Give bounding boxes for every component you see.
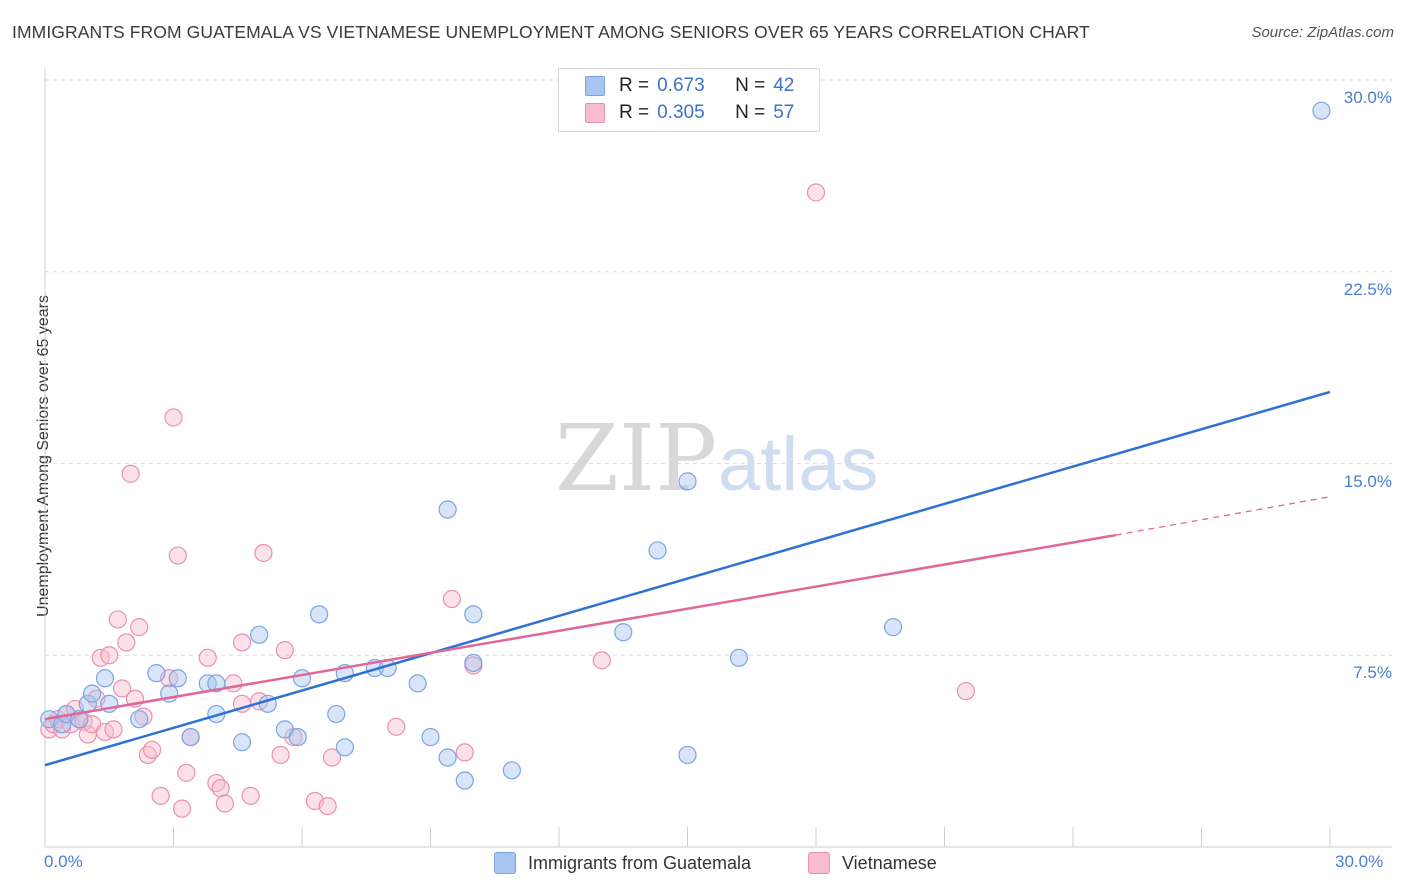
legend-swatch-blue — [494, 852, 516, 874]
trend-line-pink-extension — [1115, 496, 1331, 536]
legend-label-guatemala: Immigrants from Guatemala — [528, 852, 752, 873]
trend-lines — [44, 390, 1331, 767]
blue-points — [40, 101, 1331, 790]
watermark-atlas: atlas — [718, 422, 879, 507]
scatter-point — [421, 727, 440, 747]
scatter-point — [322, 748, 342, 767]
scatter-point — [168, 546, 187, 565]
legend-r-label: R = — [619, 102, 650, 123]
scatter-point — [254, 543, 273, 563]
scatter-point — [956, 681, 976, 701]
scatter-point — [729, 648, 749, 667]
scatter-point — [224, 674, 243, 693]
scatter-point — [168, 669, 187, 688]
scatter-point — [241, 786, 260, 805]
legend-n-label: N = — [735, 102, 766, 123]
scatter-point — [271, 745, 290, 765]
scatter-point — [130, 710, 149, 729]
series-legend: Immigrants from Guatemala Vietnamese — [0, 850, 1406, 880]
scatter-point — [181, 727, 200, 747]
legend-row-blue: R = 0.673 N = 42 — [585, 73, 794, 99]
legend-swatch-pink — [808, 852, 830, 874]
scatter-point — [164, 408, 183, 427]
scatter-point — [327, 704, 346, 724]
trend-line-blue — [44, 390, 1331, 767]
scatter-point — [806, 183, 826, 202]
scatter-point — [147, 664, 166, 683]
legend-row-pink: R = 0.305 N = 57 — [585, 100, 794, 126]
scatter-point — [438, 500, 457, 519]
legend-r-value: 0.305 — [657, 102, 705, 123]
scatter-point — [211, 779, 230, 798]
x-tick-label-max: 30.0% — [1335, 852, 1384, 871]
scatter-point — [108, 610, 127, 629]
scatter-point — [112, 679, 132, 698]
scatter-point — [502, 761, 521, 780]
correlation-legend: R = 0.673 N = 42 R = 0.305 N = 57 — [558, 68, 820, 132]
scatter-point — [455, 743, 474, 762]
legend-n-value: 57 — [773, 102, 795, 123]
scatter-point — [288, 727, 307, 747]
axes — [44, 68, 1392, 848]
scatter-point — [310, 605, 329, 624]
scatter-point — [198, 648, 217, 667]
scatter-point — [250, 625, 269, 644]
y-tick-label: 22.5% — [1343, 279, 1392, 299]
scatter-point — [83, 684, 102, 703]
scatter-point — [275, 641, 294, 660]
scatter-point — [408, 674, 427, 693]
scatter-point — [592, 651, 611, 670]
scatter-point — [883, 618, 903, 637]
scatter-point — [318, 796, 337, 816]
scatter-point — [614, 623, 633, 642]
scatter-point — [142, 740, 162, 759]
scatter-point — [95, 669, 115, 688]
gridlines — [45, 79, 1392, 656]
scatter-point — [464, 605, 483, 624]
scatter-point — [232, 633, 252, 652]
scatter-point — [678, 745, 697, 765]
legend-n-label: N = — [735, 75, 766, 96]
scatter-point — [117, 633, 136, 652]
scatter-point — [121, 464, 140, 483]
legend-label-vietnamese: Vietnamese — [842, 852, 937, 873]
watermark: ZIP atlas — [555, 405, 879, 512]
source-credit: Source: ZipAtlas.com — [1251, 24, 1394, 41]
legend-n-value: 42 — [773, 75, 795, 96]
y-tick-label: 7.5% — [1353, 663, 1392, 683]
y-tick-label: 15.0% — [1343, 471, 1392, 491]
legend-swatch-pink — [585, 103, 605, 123]
legend-item-guatemala[interactable]: Immigrants from Guatemala — [494, 852, 751, 874]
chart-title: IMMIGRANTS FROM GUATEMALA VS VIETNAMESE … — [12, 22, 1090, 42]
scatter-point — [232, 733, 252, 752]
scatter-point — [442, 589, 462, 609]
legend-r-label: R = — [619, 75, 650, 96]
scatter-point — [130, 618, 149, 637]
scatter-point — [464, 653, 483, 673]
trend-line-pink — [44, 533, 1117, 721]
legend-swatch-blue — [585, 76, 605, 96]
scatter-point — [151, 786, 170, 805]
scatter-point — [100, 646, 119, 665]
scatter-point — [1312, 101, 1331, 120]
scatter-point — [172, 799, 192, 818]
y-tick-label: 30.0% — [1343, 88, 1392, 107]
legend-r-value: 0.673 — [657, 75, 705, 96]
legend-item-vietnamese[interactable]: Vietnamese — [808, 852, 937, 874]
scatter-point — [104, 720, 123, 739]
scatter-point — [207, 674, 226, 693]
watermark-zip: ZIP — [555, 405, 717, 512]
scatter-point — [215, 794, 234, 813]
scatter-point — [455, 771, 474, 790]
scatter-point — [387, 717, 406, 736]
scatter-point — [177, 763, 196, 782]
pink-points — [40, 183, 976, 818]
scatter-point — [335, 738, 354, 757]
scatter-point — [438, 748, 457, 767]
scatter-point — [678, 472, 697, 491]
x-tick-label-min: 0.0% — [44, 852, 83, 871]
scatter-point — [648, 541, 667, 560]
scatter-point — [292, 669, 312, 688]
